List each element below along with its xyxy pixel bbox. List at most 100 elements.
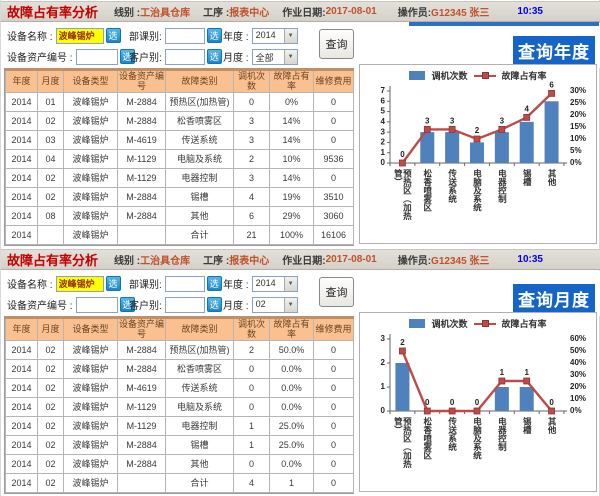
year-label: 年度 : — [223, 280, 249, 291]
table-cell: 2 — [233, 148, 270, 169]
svg-text:6: 6 — [381, 96, 386, 105]
month-select-value: 02 — [255, 298, 266, 309]
customer-input[interactable] — [164, 48, 205, 65]
line-label: 线别 : — [114, 256, 141, 267]
query-button[interactable]: 查询 — [319, 277, 354, 307]
table-cell: 02 — [37, 358, 64, 379]
table-cell: 波峰锡炉 — [63, 396, 118, 417]
customer-pick-button[interactable]: 选 — [206, 49, 222, 64]
chevron-down-icon[interactable]: ▼ — [283, 28, 297, 43]
customer-pick-button[interactable]: 选 — [206, 297, 222, 312]
table-cell: 电器控制 — [165, 167, 234, 188]
header-cell: 设备类型 — [63, 316, 118, 341]
svg-text:2: 2 — [400, 338, 405, 347]
x-axis-category-label: 锡槽 — [522, 169, 533, 186]
table-cell: 02 — [37, 110, 64, 131]
table-cell: M-2884 — [117, 205, 166, 226]
chevron-down-icon[interactable]: ▼ — [283, 276, 297, 291]
table-cell: 波峰锡炉 — [63, 205, 118, 226]
year-select[interactable]: 2014 ▼ — [251, 27, 298, 44]
table-cell: 2014 — [5, 148, 38, 169]
header-cell: 维修费用 — [313, 68, 354, 93]
year-select-value: 2014 — [255, 29, 276, 40]
station-label: 工序 : — [203, 256, 230, 267]
table-cell: 波峰锡炉 — [63, 453, 118, 474]
table-cell: 合计 — [165, 224, 234, 245]
header-cell: 设备资产编号 — [117, 316, 166, 341]
x-axis-category-label: 其他 — [547, 169, 558, 186]
svg-text:0: 0 — [400, 150, 405, 159]
header-cell: 设备类型 — [63, 68, 118, 93]
svg-text:50%: 50% — [570, 346, 586, 355]
header-bar: 故障占有率分析 线别 : 工治具仓库 工序 : 报表中心 作业日期: 2017-… — [1, 249, 600, 270]
table-cell: 3 — [233, 167, 270, 188]
table-cell: 预热区(加热管) — [165, 91, 234, 112]
dept-input[interactable] — [164, 275, 205, 292]
svg-text:1: 1 — [381, 148, 386, 157]
asset-no-group: 设备资产编号 : 选 — [7, 296, 135, 313]
year-group: 年度 : 2014 ▼ — [223, 27, 298, 44]
device-name-pick-button[interactable]: 选 — [105, 28, 121, 43]
header-cell: 故障类别 — [165, 68, 234, 93]
table-row: 2014 02 波峰锡炉 M-4619 传送系统 0 0.0% 0 — [5, 377, 354, 398]
month-select[interactable]: 全部 ▼ — [251, 48, 298, 65]
svg-text:1: 1 — [381, 382, 386, 391]
table-cell: 2014 — [5, 167, 38, 188]
month-select-value: 全部 — [255, 52, 274, 63]
svg-text:30%: 30% — [570, 86, 586, 95]
line-value: 工治具仓库 — [140, 8, 191, 19]
device-name-pick-button[interactable]: 选 — [105, 276, 121, 291]
table-cell: 4 — [233, 472, 270, 493]
table-row: 2014 04 波峰锡炉 M-1129 电脑及系统 2 10% 9536 — [5, 148, 354, 169]
table-cell: 波峰锡炉 — [63, 339, 118, 360]
chevron-down-icon[interactable]: ▼ — [283, 297, 297, 312]
dept-input[interactable] — [164, 27, 205, 44]
header-cell: 维修费用 — [313, 316, 354, 341]
svg-text:4: 4 — [381, 117, 386, 126]
table-cell: 其他 — [165, 205, 234, 226]
table-cell: 3 — [233, 110, 270, 131]
table-cell: 0 — [313, 339, 354, 360]
table-cell: 6 — [233, 205, 270, 226]
table-cell: M-4619 — [117, 377, 166, 398]
table-cell: M-2884 — [117, 339, 166, 360]
customer-input[interactable] — [164, 296, 205, 313]
clock-time: 10:35 — [517, 6, 543, 17]
device-name-input[interactable] — [55, 275, 104, 292]
year-select[interactable]: 2014 ▼ — [251, 275, 298, 292]
operator-label: 操作员: — [397, 256, 432, 267]
table-cell: 2014 — [5, 434, 38, 455]
x-axis-category-label: 传送系统 — [447, 417, 458, 451]
table-row: 2014 02 波峰锡炉 M-1129 电器控制 1 25.0% 0 — [5, 415, 354, 436]
table-cell: 2014 — [5, 129, 38, 150]
header-cell: 故障占有率 — [269, 68, 314, 93]
table-cell: 25.0% — [269, 415, 314, 436]
table-cell: 02 — [37, 377, 64, 398]
dept-pick-button[interactable]: 选 — [206, 276, 222, 291]
query-button[interactable]: 查询 — [319, 29, 354, 59]
asset-no-pick-button[interactable]: 选 — [119, 49, 135, 64]
table-cell: 0.0% — [269, 453, 314, 474]
work-date-value: 2017-08-01 — [325, 6, 377, 17]
table-cell: 合计 — [165, 472, 234, 493]
work-date-label: 作业日期: — [282, 256, 326, 267]
month-select[interactable]: 02 ▼ — [251, 296, 298, 313]
table-cell: 0 — [313, 415, 354, 436]
table-cell: 电脑及系统 — [165, 148, 234, 169]
svg-text:2: 2 — [381, 358, 386, 367]
chevron-down-icon[interactable]: ▼ — [283, 49, 297, 64]
table-cell: 波峰锡炉 — [63, 148, 118, 169]
asset-no-pick-button[interactable]: 选 — [119, 297, 135, 312]
dept-pick-button[interactable]: 选 — [206, 28, 222, 43]
asset-no-input[interactable] — [75, 296, 118, 313]
fault-table-container: 年度 月度 设备类型 设备资产编号 故障类别 调机次数 故障占有率 维修费用 2014 01 波峰锡… — [4, 68, 354, 246]
asset-no-input[interactable] — [75, 48, 118, 65]
table-cell: 01 — [37, 91, 64, 112]
svg-text:0%: 0% — [570, 406, 582, 415]
chart-legend: 调机次数 故障占有率 — [360, 317, 596, 330]
svg-text:0%: 0% — [570, 158, 582, 167]
header-cell: 年度 — [5, 316, 38, 341]
device-name-input[interactable] — [55, 27, 104, 44]
table-cell: 波峰锡炉 — [63, 167, 118, 188]
